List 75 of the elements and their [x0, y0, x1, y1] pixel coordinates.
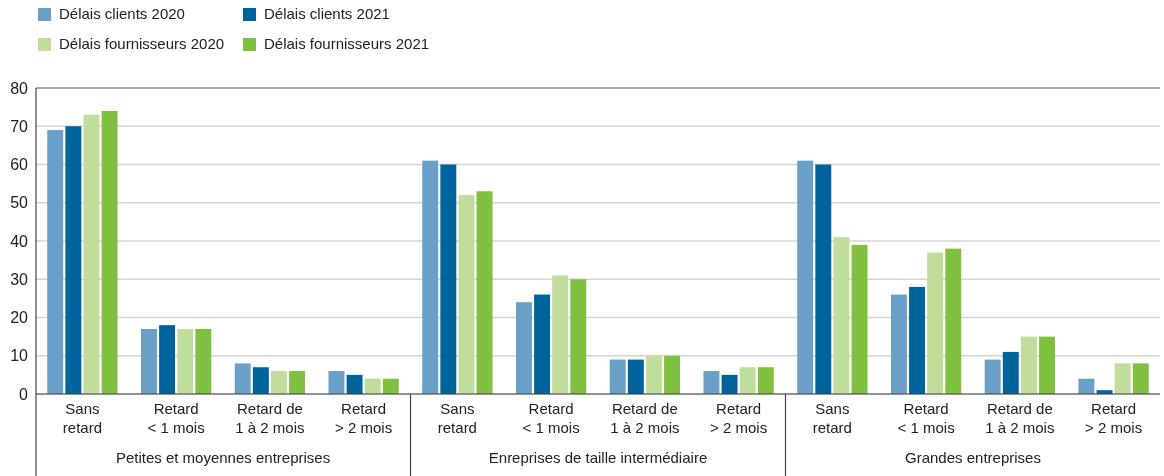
bar — [1020, 336, 1037, 394]
bar — [1002, 351, 1019, 394]
x-tick-label: Retard > 2 mois — [1085, 400, 1143, 436]
bar — [534, 294, 551, 394]
bar — [1078, 378, 1095, 394]
bar — [47, 130, 64, 394]
bar — [851, 244, 868, 394]
bar — [440, 164, 457, 394]
bar — [703, 371, 720, 394]
x-tick-label: Retard < 1 mois — [522, 400, 580, 436]
bar — [422, 160, 439, 394]
y-tick-label: 20 — [10, 309, 29, 327]
y-tick-label: 30 — [10, 270, 29, 288]
bar — [159, 325, 176, 394]
text: Enreprises de taille intermédiaire — [488, 449, 708, 466]
bar — [364, 378, 381, 394]
bar — [890, 294, 907, 394]
bar — [552, 275, 569, 394]
bar — [328, 371, 345, 394]
bar — [1114, 363, 1131, 394]
bar — [289, 371, 306, 394]
y-tick-label: 50 — [10, 194, 29, 212]
x-tick-label: Sans retard — [437, 400, 477, 436]
x-tick-label: Retard < 1 mois — [897, 400, 955, 436]
x-tick-label: Retard de 1 à 2 mois — [985, 400, 1055, 436]
x-tick-label: Sans retard — [62, 400, 102, 436]
x-tick-label: Sans retard — [812, 400, 852, 436]
legend-label: Délais fournisseurs 2021 — [264, 35, 430, 52]
bar — [476, 191, 493, 394]
x-tick-label: Retard > 2 mois — [710, 400, 768, 436]
y-tick-label: 10 — [10, 347, 29, 365]
legend-label: Délais clients 2021 — [264, 5, 390, 22]
bar — [909, 286, 926, 394]
bar — [797, 160, 814, 394]
bar — [645, 355, 662, 394]
bar — [927, 252, 944, 394]
bar — [195, 328, 212, 394]
y-tick-label: 0 — [19, 385, 29, 403]
y-tick-label: 40 — [10, 232, 29, 250]
bar — [757, 367, 774, 394]
bar — [739, 367, 756, 394]
x-tick-label: Retard < 1 mois — [147, 400, 205, 436]
y-tick-label: 60 — [10, 156, 29, 174]
legend-label: Délais fournisseurs 2020 — [59, 35, 225, 52]
text: Grandes entreprises — [905, 449, 1041, 466]
text: Petites et moyennes entreprises — [115, 449, 331, 466]
y-tick-label: 70 — [10, 117, 29, 135]
bar — [83, 114, 100, 394]
bar — [721, 374, 738, 394]
bar — [1132, 363, 1149, 394]
bar — [177, 328, 194, 394]
bar — [984, 359, 1001, 394]
x-tick-label: Retard > 2 mois — [335, 400, 393, 436]
bar — [270, 371, 287, 394]
bar — [140, 328, 157, 394]
bar — [458, 195, 475, 394]
bar — [570, 279, 587, 394]
bar — [664, 355, 681, 394]
bar — [609, 359, 626, 394]
bar — [815, 164, 832, 394]
bar — [515, 302, 532, 394]
bar — [346, 374, 363, 394]
bar — [65, 126, 82, 394]
x-tick-label: Retard de 1 à 2 mois — [235, 400, 305, 436]
bar — [101, 110, 118, 394]
x-tick-label: Retard de 1 à 2 mois — [610, 400, 680, 436]
bar — [833, 237, 850, 394]
bar — [945, 248, 962, 394]
bar — [234, 363, 251, 394]
y-tick-label: 80 — [10, 79, 29, 97]
bar — [627, 359, 644, 394]
bar — [1039, 336, 1056, 394]
bar — [382, 378, 399, 394]
bar — [252, 367, 269, 394]
legend-label: Délais clients 2020 — [59, 5, 185, 22]
